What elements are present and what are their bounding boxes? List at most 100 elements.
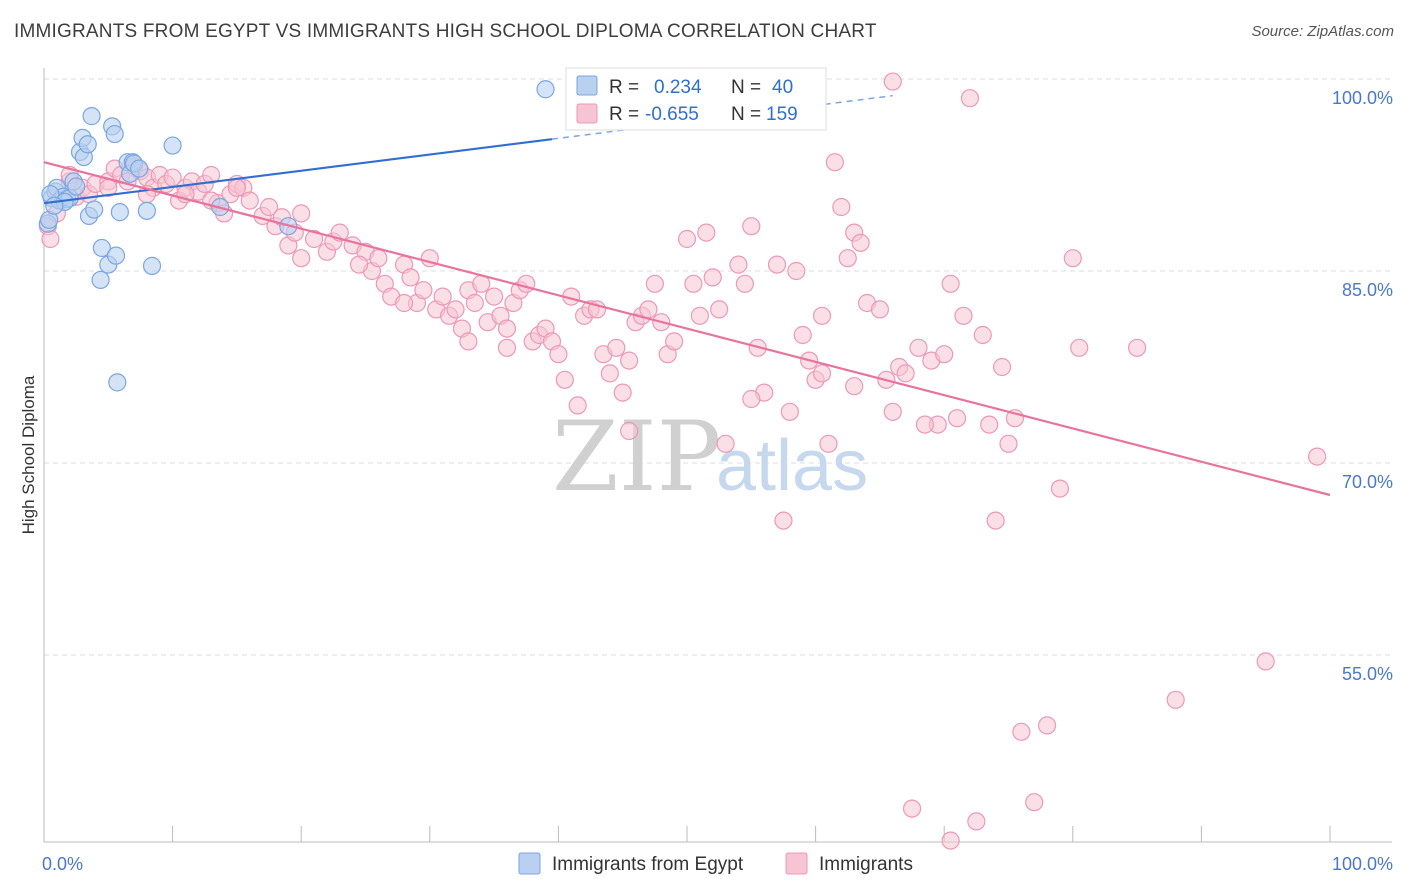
egypt-trend-line [43, 138, 553, 205]
immigrants-point [851, 233, 870, 252]
egypt-point [85, 200, 104, 219]
immigrants-point [1256, 652, 1275, 671]
immigrants-point [369, 249, 388, 268]
immigrants-point [883, 72, 902, 91]
immigrants-point [999, 434, 1018, 453]
x-tick-label-min: 0.0% [42, 854, 83, 874]
immigrants-point [684, 274, 703, 293]
immigrants-point [742, 217, 761, 236]
immigrants-point [812, 364, 832, 383]
immigrants-point [986, 511, 1005, 530]
immigrants-point [1166, 690, 1185, 709]
y-axis-title: High School Diploma [19, 375, 38, 534]
immigrants-point [202, 165, 221, 185]
egypt-point [91, 270, 110, 290]
immigrants-point [1070, 338, 1089, 357]
immigrants-point [735, 274, 754, 293]
x-tick-label-max: 100.0% [1332, 854, 1393, 874]
immigrants-point [1050, 479, 1070, 498]
immigrants-point [819, 434, 838, 453]
egypt-trend-extension [551, 94, 893, 140]
x-tick-labels: 0.0% 100.0% [42, 854, 1393, 874]
immigrants-point [1037, 716, 1057, 735]
immigrants-point [774, 511, 793, 530]
immigrants-point [304, 229, 324, 249]
immigrants-point [1127, 338, 1147, 357]
immigrants-point [909, 338, 928, 357]
immigrants-point [677, 229, 697, 249]
immigrants-point [497, 319, 517, 338]
egypt-point [78, 135, 97, 154]
immigrants-point [960, 89, 980, 108]
immigrants-point [414, 281, 433, 300]
legend-egypt-r-value: 0.234 [654, 77, 702, 98]
egypt-point [163, 136, 182, 155]
immigrants-point [1025, 793, 1044, 812]
immigrants-point [620, 421, 639, 441]
y-tick-label: 85.0% [1342, 280, 1393, 300]
immigrants-point [870, 300, 890, 319]
egypt-point [142, 256, 162, 275]
immigrants-point [896, 364, 915, 383]
bottom-legend: Immigrants from Egypt Immigrants [518, 852, 913, 875]
immigrants-point [954, 306, 973, 325]
immigrants-point [620, 351, 639, 370]
immigrants-point [793, 325, 812, 345]
immigrants-point [915, 415, 935, 434]
watermark-zip: ZIP [552, 401, 721, 513]
immigrants-point [1308, 447, 1327, 466]
immigrants-point [812, 306, 832, 325]
immigrants-point [980, 415, 999, 434]
immigrants-point [973, 325, 992, 345]
immigrants-point [787, 261, 806, 281]
y-tick-label: 100.0% [1332, 88, 1393, 108]
immigrants-point [710, 300, 729, 319]
immigrants-point [935, 345, 954, 364]
y-tick-label: 55.0% [1342, 664, 1393, 684]
immigrants-point [941, 274, 960, 293]
legend-box [565, 67, 827, 131]
legend-immigrants-swatch [576, 103, 598, 124]
egypt-point [108, 373, 127, 392]
immigrants-point [607, 338, 626, 357]
immigrants-point [497, 338, 517, 357]
legend-immigrants-n-label: N = [731, 104, 761, 125]
immigrants-point [517, 274, 536, 293]
egypt-point [110, 203, 129, 222]
egypt-point [67, 177, 86, 196]
bottom-legend-egypt: Immigrants from Egypt [552, 854, 744, 875]
immigrants-point [697, 223, 716, 242]
egypt-point [45, 196, 64, 215]
trend-lines [43, 94, 1331, 497]
immigrants-point [883, 402, 902, 421]
legend-immigrants-r-label: R = [609, 104, 639, 125]
immigrants-point [716, 434, 735, 453]
immigrants-point [1063, 249, 1082, 268]
immigrants-point [838, 249, 857, 268]
y-tick-labels: 100.0% 85.0% 70.0% 55.0% [1332, 88, 1393, 684]
legend-immigrants-n-value: 159 [766, 104, 798, 125]
immigrants-point [568, 396, 587, 415]
legend-immigrants-r-value: -0.655 [645, 104, 699, 125]
immigrants-point [485, 287, 504, 306]
immigrants-point [703, 268, 722, 287]
immigrants-point [825, 153, 844, 172]
immigrants-point [259, 197, 279, 217]
egypt-point [536, 80, 555, 99]
immigrants-point [947, 409, 967, 428]
y-tick-label: 70.0% [1342, 472, 1393, 492]
immigrants-point [240, 191, 259, 210]
legend-egypt-n-value: 40 [772, 77, 793, 98]
immigrants-point [433, 287, 452, 306]
immigrants-point [845, 377, 864, 396]
legend-egypt-r-label: R = [609, 77, 639, 98]
immigrants-point [902, 799, 922, 818]
immigrants-point [41, 229, 60, 249]
immigrants-point [292, 204, 311, 223]
immigrants-point [227, 178, 246, 197]
egypt-point [130, 159, 149, 178]
immigrants-point [465, 293, 484, 313]
source-label: Source: ZipAtlas.com [1251, 23, 1394, 40]
immigrants-point [832, 197, 851, 217]
